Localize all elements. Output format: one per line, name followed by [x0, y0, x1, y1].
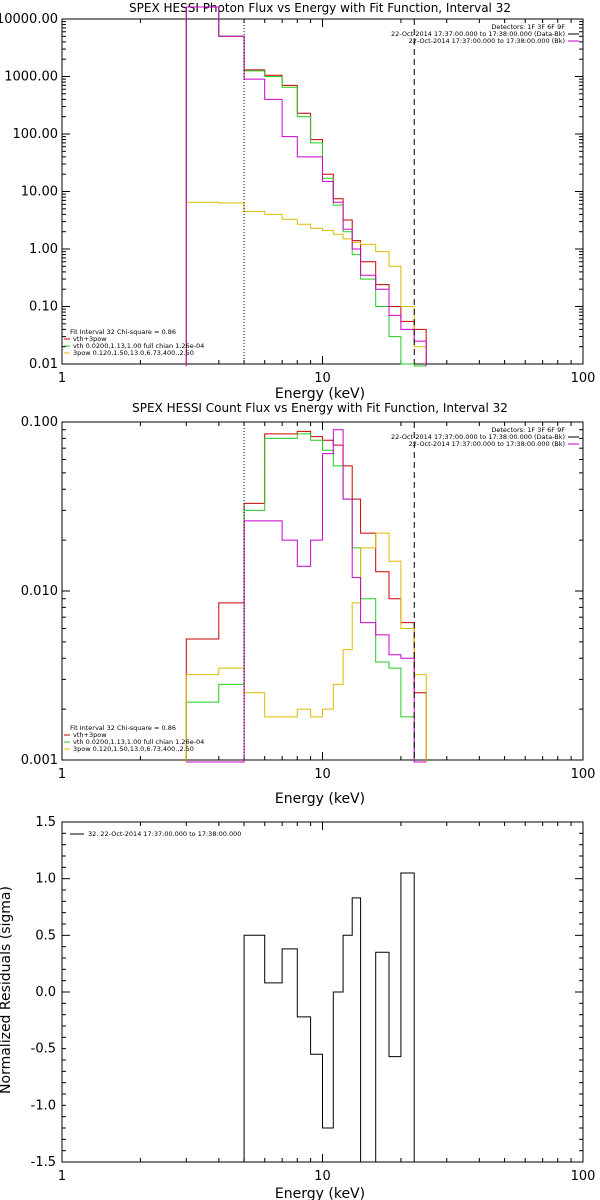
- series-line-3pow: [185, 532, 427, 762]
- x-tick-label: 100: [571, 1169, 596, 1184]
- x-tick-label: 100: [571, 767, 596, 782]
- x-tick-label: 10: [314, 767, 331, 782]
- legend-fit-entry: vth+3pow: [73, 731, 107, 739]
- y-tick-label: 1.5: [35, 815, 56, 830]
- y-tick-label: 0.5: [35, 928, 56, 943]
- series-line-vth: [185, 433, 427, 763]
- series-line-vth: [185, 6, 427, 367]
- legend-detector-label: 22-Oct-2014 17:37:00.000 to 17:38:00.000…: [391, 433, 565, 441]
- legend-fit-entry: 3pow 0.120,1.50,13.0,6.73,400.,2.50: [73, 745, 194, 753]
- y-tick-label: 0.0: [35, 985, 56, 1000]
- photon-x-axis-label: Energy (keV): [275, 386, 365, 402]
- y-tick-label: 1.0: [35, 872, 56, 887]
- legend-fit-entry: vth 0.0200,1.13,1.00 full chian 1.26e-04: [73, 738, 204, 746]
- residuals-panel: 1 10 100 1.5 1.0 0.5 0.0 -0.5 -1.0 -1.5 32. 22-Oc…: [0, 815, 595, 1200]
- legend-fit-entry: vth+3pow: [73, 335, 107, 343]
- x-tick-label: 1: [58, 371, 66, 386]
- photon-flux-panel: SPEX HESSI Photon Flux vs Energy with Fi…: [0, 1, 595, 402]
- x-tick-label: 100: [571, 371, 596, 386]
- residuals-x-axis-label: Energy (keV): [275, 1186, 365, 1200]
- count-x-axis-label: Energy (keV): [275, 791, 365, 807]
- series-line-vth+3pow: [185, 430, 427, 762]
- legend-fit-entry: Fit Interval 32 Chi-square = 0.86: [70, 328, 176, 336]
- y-tick-label: -1.5: [31, 1155, 56, 1170]
- x-tick-label: 1: [58, 1169, 66, 1184]
- y-tick-label: 0.010: [21, 584, 58, 599]
- y-tick-label: 10000.00: [0, 12, 58, 27]
- y-tick-label: 0.10: [29, 300, 58, 315]
- y-tick-label: 0.01: [29, 357, 58, 372]
- legend-detector-label: Detectors: 1F 3F 6F 9F: [491, 426, 565, 434]
- series-line-series-0: [243, 872, 415, 1163]
- legend-fit-entry: Fit Interval 32 Chi-square = 0.86: [70, 724, 176, 732]
- y-tick-label: 10.00: [21, 185, 58, 200]
- y-tick-label: 100.00: [13, 127, 59, 142]
- legend-fit-entry: 3pow 0.120,1.50,13.0,6.73,400.,2.50: [73, 349, 194, 357]
- count-chart-title: SPEX HESSI Count Flux vs Energy with Fit…: [132, 401, 508, 415]
- legend-detector-label: 22-Oct-2014 17:37:00.000 to 17:38:00.000…: [409, 37, 565, 45]
- y-tick-label: 1.00: [29, 242, 58, 257]
- x-tick-label: 10: [314, 1169, 331, 1184]
- y-tick-label: 0.100: [21, 415, 58, 430]
- series-line-3pow: [185, 201, 427, 366]
- x-tick-label: 1: [58, 767, 66, 782]
- legend-detector-label: Detectors: 1F 3F 6F 9F: [491, 23, 565, 31]
- photon-chart-title: SPEX HESSI Photon Flux vs Energy with Fi…: [129, 1, 511, 15]
- legend-interval-entry: 32. 22-Oct-2014 17:37:00.000 to 17:38:00…: [88, 830, 241, 838]
- y-tick-label: 0.001: [21, 753, 58, 768]
- y-tick-label: -0.5: [31, 1042, 56, 1057]
- count-flux-panel: SPEX HESSI Count Flux vs Energy with Fit…: [21, 401, 596, 807]
- legend-detector-label: 22-Oct-2014 17:37:00.000 to 17:38:00.000…: [391, 30, 565, 38]
- y-tick-label: 1000.00: [4, 70, 58, 85]
- plot-frame: [61, 18, 584, 365]
- series-line-series-3: [186, 429, 427, 763]
- y-tick-label: -1.0: [31, 1098, 56, 1113]
- legend-fit-entry: vth 0.0200,1.13,1.00 full chian 1.26e-04: [73, 342, 204, 350]
- series-line-series-3: [185, 6, 427, 366]
- x-tick-label: 10: [314, 371, 331, 386]
- legend-detector-label: 22-Oct-2014 17:37:00.000 to 17:38:00.000…: [409, 440, 565, 448]
- residuals-y-axis-label: Normalized Residuals (sigma): [0, 886, 14, 1094]
- series-line-vth+3pow: [185, 6, 427, 366]
